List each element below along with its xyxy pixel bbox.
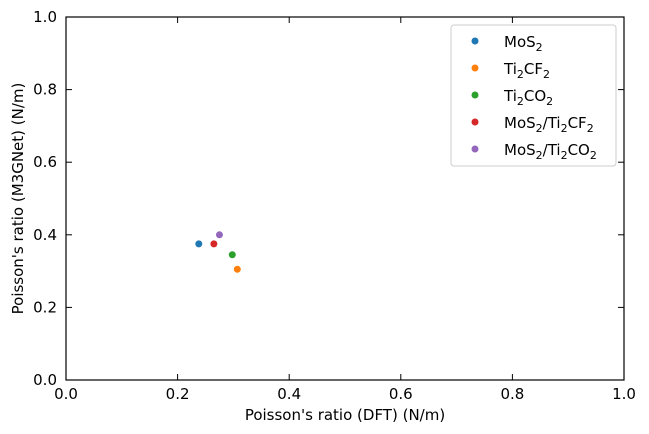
data-point [228,251,236,259]
y-tick-label: 0.8 [33,81,57,99]
x-tick-label: 1.0 [612,385,636,403]
legend-marker [471,37,479,45]
y-tick-label: 0.4 [33,226,57,244]
y-axis-label: Poisson's ratio (M3GNet) (N/m) [9,83,27,315]
y-tick-label: 0.2 [33,298,57,316]
y-tick-label: 0.0 [33,371,57,389]
x-tick-label: 0.8 [500,385,524,403]
x-tick-label: 0.4 [277,385,301,403]
legend-marker [471,91,479,99]
x-axis-label: Poisson's ratio (DFT) (N/m) [245,406,445,424]
y-tick-label: 1.0 [33,8,57,26]
y-axis-ticks: 0.0 0.2 0.4 0.6 0.8 1.0 [33,8,624,389]
y-tick-label: 0.6 [33,153,57,171]
legend-marker [471,145,479,153]
x-tick-label: 0.6 [389,385,413,403]
legend-frame [450,24,617,167]
x-axis-ticks: 0.0 0.2 0.4 0.6 0.8 1.0 [54,17,636,403]
legend-label: Ti2CO2 [503,87,553,108]
x-tick-label: 0.2 [166,385,190,403]
data-point [233,265,241,273]
data-point [195,240,203,248]
legend-label: MoS2 [504,33,543,54]
data-point [215,231,223,239]
legend-marker [471,64,479,72]
legend-label: MoS2/Ti2CF2 [504,114,594,135]
legend: MoS2 Ti2CF2 Ti2CO2 MoS2/Ti2CF2 MoS2/Ti2CO2 [450,24,617,167]
x-tick-label: 0.0 [54,385,78,403]
data-point [210,240,218,248]
legend-label: Ti2CF2 [503,60,550,81]
data-points [195,231,241,273]
legend-label: MoS2/Ti2CO2 [504,141,597,162]
legend-marker [471,118,479,126]
